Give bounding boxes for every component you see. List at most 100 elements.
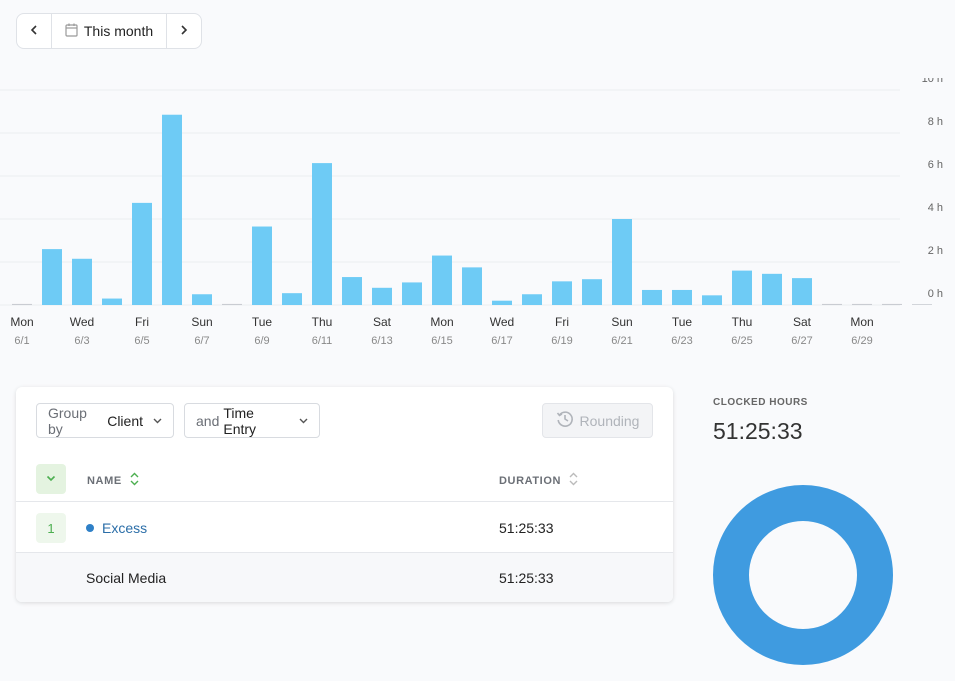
- x-day-label: Fri: [555, 315, 569, 329]
- x-day-label: Mon: [850, 315, 873, 329]
- row-duration: 51:25:33: [499, 569, 554, 586]
- bar[interactable]: [702, 295, 722, 305]
- bar[interactable]: [492, 300, 512, 305]
- date-range-selector: This month: [16, 13, 202, 49]
- bar[interactable]: [402, 282, 422, 305]
- next-period-button[interactable]: [166, 14, 201, 48]
- table-row[interactable]: 1 Excess 51:25:33: [16, 503, 673, 553]
- bar[interactable]: [582, 279, 602, 305]
- x-date-label: 6/21: [611, 335, 632, 347]
- report-table-card: Group by Client and Time Entry Rounding: [16, 387, 673, 602]
- bar[interactable]: [132, 202, 152, 305]
- bar[interactable]: [642, 289, 662, 305]
- bar[interactable]: [462, 267, 482, 305]
- x-date-label: 6/7: [194, 335, 209, 347]
- sub-group-value: Time Entry: [223, 404, 257, 437]
- client-color-dot: [86, 523, 94, 532]
- bar[interactable]: [282, 293, 302, 305]
- x-day-label: Sun: [191, 315, 212, 329]
- name-column-label: NAME: [87, 474, 122, 487]
- x-date-label: 6/3: [74, 335, 89, 347]
- entry-count-badge[interactable]: 1: [36, 513, 66, 543]
- x-day-label: Wed: [490, 315, 514, 329]
- bar[interactable]: [432, 255, 452, 305]
- bar[interactable]: [762, 273, 782, 305]
- row-duration: 51:25:33: [499, 519, 554, 536]
- entry-name: Social Media: [86, 569, 167, 586]
- bar[interactable]: [852, 303, 872, 305]
- date-range-button[interactable]: This month: [52, 14, 166, 48]
- bar[interactable]: [222, 303, 242, 305]
- x-date-label: 6/5: [134, 335, 149, 347]
- clocked-hours-value: 51:25:33: [713, 418, 803, 444]
- table-header-row: NAME DURATION: [16, 459, 673, 502]
- y-tick-label: 10 h: [922, 78, 943, 85]
- group-by-value: Client: [107, 412, 143, 429]
- duration-column-header[interactable]: DURATION: [499, 472, 578, 489]
- bar[interactable]: [612, 219, 632, 305]
- x-date-label: 6/25: [731, 335, 752, 347]
- sub-group-prefix: and: [196, 412, 220, 429]
- duration-column-label: DURATION: [499, 474, 562, 487]
- name-column-header[interactable]: NAME: [87, 472, 139, 489]
- bar[interactable]: [822, 303, 842, 305]
- bar[interactable]: [792, 278, 812, 305]
- bar[interactable]: [72, 258, 92, 305]
- bar[interactable]: [672, 289, 692, 305]
- x-day-label: Wed: [70, 315, 94, 329]
- bar[interactable]: [882, 303, 902, 305]
- chevron-down-icon: [299, 416, 308, 426]
- bar[interactable]: [192, 294, 212, 305]
- chevron-down-icon: [46, 474, 56, 485]
- bar[interactable]: [102, 298, 122, 305]
- group-by-prefix: Group by: [48, 404, 87, 437]
- x-date-label: 6/11: [312, 335, 333, 347]
- donut-segment-excess[interactable]: [713, 485, 893, 665]
- client-name: Excess: [102, 519, 148, 536]
- previous-period-button[interactable]: [17, 14, 52, 48]
- x-date-label: 6/19: [551, 335, 572, 347]
- x-date-label: 6/15: [431, 335, 452, 347]
- sort-icon: [130, 472, 139, 489]
- bar[interactable]: [912, 304, 932, 305]
- clocked-hours-label: CLOCKED HOURS: [713, 397, 808, 408]
- bar[interactable]: [252, 226, 272, 305]
- x-day-label: Thu: [732, 315, 753, 329]
- table-row: Social Media 51:25:33: [16, 553, 673, 602]
- x-date-label: 6/13: [371, 335, 392, 347]
- bar[interactable]: [162, 114, 182, 305]
- sort-icon: [569, 472, 578, 489]
- calendar-icon: [65, 23, 78, 40]
- x-day-label: Tue: [672, 315, 693, 329]
- y-tick-label: 6 h: [928, 159, 943, 171]
- client-name-link[interactable]: Excess: [86, 520, 147, 536]
- daily-hours-bar-chart: 0 h 2 h 4 h 6 h 8 h 10 h Mon 6/1 Wed 6/3 Fri 6/5 Sun…: [0, 78, 943, 347]
- clocked-hours-donut-chart: [713, 485, 893, 665]
- x-date-label: 6/29: [851, 335, 872, 347]
- chevron-left-icon: [30, 24, 38, 38]
- bar[interactable]: [732, 270, 752, 305]
- bar[interactable]: [342, 277, 362, 305]
- x-day-label: Mon: [430, 315, 453, 329]
- expand-all-button[interactable]: [36, 464, 66, 494]
- bar[interactable]: [312, 163, 332, 305]
- bar[interactable]: [12, 303, 32, 305]
- group-by-select[interactable]: Group by Client: [36, 403, 174, 438]
- y-tick-label: 4 h: [928, 202, 943, 214]
- bar[interactable]: [372, 287, 392, 305]
- bar[interactable]: [522, 294, 542, 305]
- sub-group-select[interactable]: and Time Entry: [184, 403, 320, 438]
- x-day-label: Tue: [252, 315, 273, 329]
- bar[interactable]: [552, 281, 572, 305]
- bar[interactable]: [42, 249, 62, 305]
- y-tick-label: 0 h: [928, 288, 943, 300]
- x-day-label: Sat: [793, 315, 812, 329]
- x-date-label: 6/23: [671, 335, 692, 347]
- x-day-label: Mon: [10, 315, 33, 329]
- rounding-label: Rounding: [579, 412, 640, 429]
- y-tick-label: 8 h: [928, 116, 943, 128]
- x-day-label: Fri: [135, 315, 149, 329]
- date-range-label: This month: [83, 23, 154, 39]
- rounding-button[interactable]: Rounding: [542, 403, 653, 438]
- chevron-right-icon: [180, 24, 188, 38]
